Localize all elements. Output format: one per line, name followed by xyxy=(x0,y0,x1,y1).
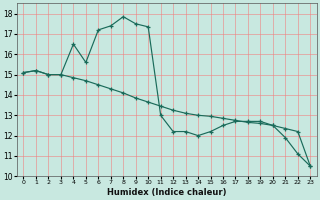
X-axis label: Humidex (Indice chaleur): Humidex (Indice chaleur) xyxy=(107,188,227,197)
